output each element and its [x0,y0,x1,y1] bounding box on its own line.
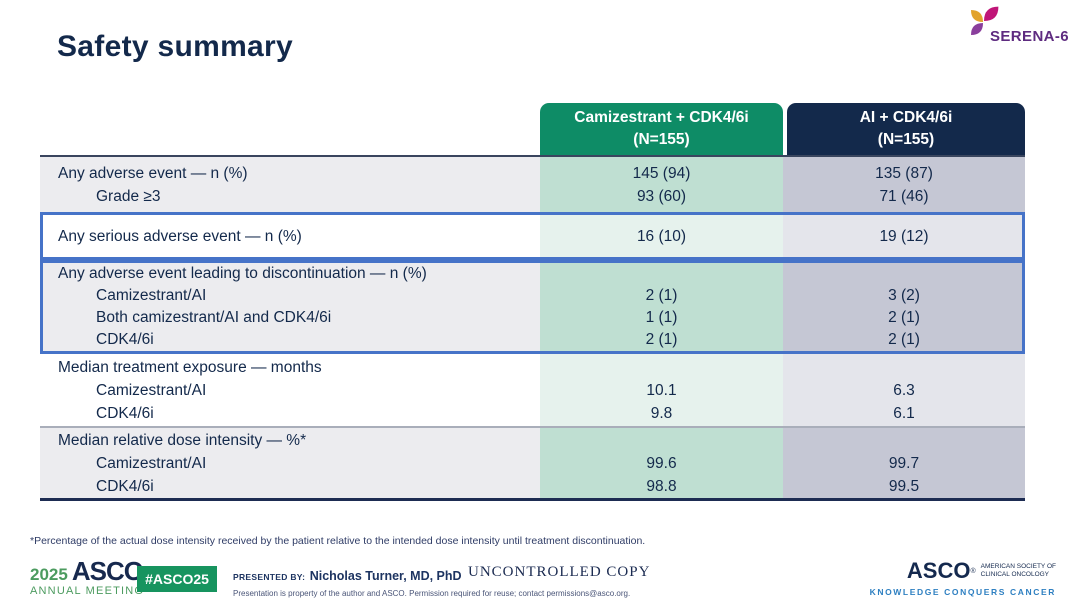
row-label-cell: Median relative dose intensity — %* Cami… [40,428,540,498]
camizestrant-value-cell: 10.1 9.8 [540,354,783,426]
row-label-line: Both camizestrant/AI and CDK4/6i [96,309,332,326]
serena-6-logo-text: SERENA-6 [990,28,1070,45]
value-line: 2 (1) [645,287,678,304]
presented-by: PRESENTED BY: Nicholas Turner, MD, PhD [233,567,462,585]
value-line: 19 (12) [879,227,929,245]
value-line: 2 (1) [888,309,920,326]
value-line: 99.7 [888,454,920,472]
value-line [783,356,1025,379]
registered-mark-icon: ® [970,567,976,575]
asco-wordmark: ASCO [71,556,144,586]
value-line: 6.1 [893,404,915,422]
camizestrant-value-cell: 2 (1) 1 (1) 2 (1) [540,260,783,354]
value-line: 145 (94) [632,164,691,182]
row-label-cell: Any adverse event — n (%) Grade ≥3 [40,157,540,212]
column-title: AI + CDK4/6i [859,109,953,126]
permission-notice: Presentation is property of the author a… [233,589,631,598]
presenter-name: Nicholas Turner, MD, PhD [309,569,462,583]
camizestrant-value-cell: 99.6 98.8 [540,428,783,498]
row-label-line: CDK4/6i [96,404,154,422]
row-label-cell: Any serious adverse event — n (%) [40,212,540,260]
camizestrant-value-cell: 145 (94) 93 (60) [540,157,783,212]
column-n: (N=155) [877,131,935,148]
asco-wordmark: ASCO [906,558,971,583]
ai-value-cell: 99.7 99.5 [783,428,1025,498]
row-label-line: Camizestrant/AI [96,454,207,472]
value-line [783,263,1025,285]
asco-tagline: AMERICAN SOCIETY OF CLINICAL ONCOLOGY [981,563,1056,579]
value-line: 2 (1) [888,331,920,348]
asco-society-logo: ASCO ® AMERICAN SOCIETY OF CLINICAL ONCOL… [870,558,1056,597]
row-label-line: Median relative dose intensity — %* [58,431,307,449]
value-line: 10.1 [646,381,677,399]
ai-value-cell: 6.3 6.1 [783,354,1025,426]
row-label-line: Any serious adverse event — n (%) [58,227,302,245]
serena-6-logo: SERENA-6 [962,4,1072,50]
table-row-serious-adverse-event: Any serious adverse event — n (%) 16 (10… [40,212,1025,260]
camizestrant-value-cell: 16 (10) [540,212,783,260]
value-line: 16 (10) [636,227,687,245]
serena-6-flower-icon [971,6,999,35]
value-line: 6.3 [893,381,915,399]
value-line: 98.8 [646,477,677,495]
table-row-dose-intensity: Median relative dose intensity — %* Cami… [40,426,1025,498]
row-label-line: CDK4/6i [96,477,154,495]
row-label-line: Camizestrant/AI [96,381,207,399]
table-header-row: Camizestrant + CDK4/6i (N=155) AI + CDK4… [40,103,1025,155]
asco-annual-meeting-logo: 2025 ASCO® ANNUAL MEETING [30,558,149,597]
row-label-cell: Median treatment exposure — months Camiz… [40,354,540,426]
value-line [540,356,783,379]
row-label-line: Any adverse event leading to discontinua… [58,265,427,282]
column-header-ai: AI + CDK4/6i (N=155) [787,103,1025,155]
value-line: 2 (1) [645,331,678,348]
row-label-line: Grade ≥3 [96,187,161,205]
row-label-line: CDK4/6i [96,331,154,348]
value-line: 9.8 [650,404,673,422]
header-spacer [40,103,540,155]
table-body: Any adverse event — n (%) Grade ≥3 145 (… [40,155,1025,501]
hashtag-badge: #ASCO25 [137,566,217,592]
ai-value-cell: 135 (87) 71 (46) [783,157,1025,212]
value-line [540,429,783,452]
value-line: 99.5 [888,477,920,495]
asco-tagline-line2: CLINICAL ONCOLOGY [980,571,1050,578]
table-row-treatment-exposure: Median treatment exposure — months Camiz… [40,354,1025,426]
ai-value-cell: 3 (2) 2 (1) 2 (1) [783,260,1025,354]
table-row-any-adverse-event: Any adverse event — n (%) Grade ≥3 145 (… [40,157,1025,212]
row-label-line: Any adverse event — n (%) [58,164,248,182]
value-line: 93 (60) [636,187,687,205]
column-n: (N=155) [633,131,690,148]
uncontrolled-copy-watermark: UNCONTROLLED COPY [468,564,651,580]
meeting-year: 2025 [30,565,68,584]
column-title: Camizestrant + CDK4/6i [574,109,749,126]
value-line: 1 (1) [645,309,678,326]
presented-by-label: PRESENTED BY: [233,572,306,582]
page-title: Safety summary [57,30,293,63]
asco-tagline-line1: AMERICAN SOCIETY OF [980,563,1056,570]
safety-summary-table: Camizestrant + CDK4/6i (N=155) AI + CDK4… [40,103,1025,501]
footnote: *Percentage of the actual dose intensity… [30,535,646,547]
row-label-line: Median treatment exposure — months [58,358,322,376]
row-label-cell: Any adverse event leading to discontinua… [40,260,540,354]
value-line: 135 (87) [875,164,933,182]
asco-motto: KNOWLEDGE CONQUERS CANCER [869,587,1056,597]
row-label-line: Camizestrant/AI [96,287,207,304]
column-header-camizestrant: Camizestrant + CDK4/6i (N=155) [540,103,783,155]
value-line [783,429,1025,452]
ai-value-cell: 19 (12) [783,212,1025,260]
table-row-discontinuation: Any adverse event leading to discontinua… [40,260,1025,354]
value-line: 3 (2) [888,287,920,304]
value-line: 99.6 [646,454,677,472]
value-line: 71 (46) [879,187,929,205]
value-line [540,263,783,285]
annual-meeting-label: ANNUAL MEETING [30,585,145,597]
